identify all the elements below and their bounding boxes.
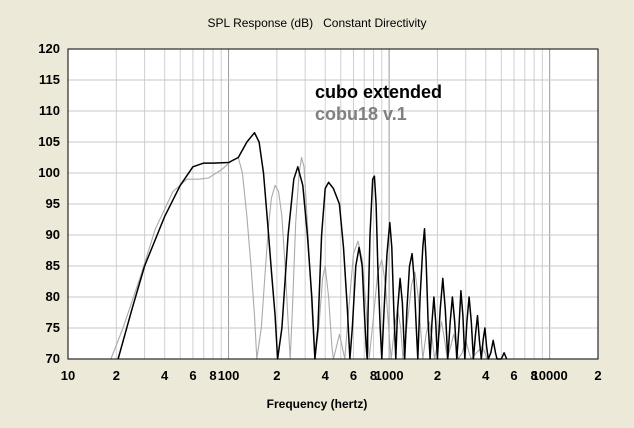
plot-frame [67, 48, 599, 360]
x-axis-label: Frequency (hertz) [266, 397, 368, 411]
legend-entry-cubo-extended: cubo extended [315, 82, 442, 102]
x-tick-label: 4 [322, 368, 330, 383]
y-tick-labels: 120 115 110 105 100 95 90 85 80 75 70 [38, 41, 60, 366]
x-tick-label: 6 [350, 368, 357, 383]
y-tick-label: 95 [46, 196, 60, 211]
x-tick-label: 2 [273, 368, 280, 383]
x-tick-label: 10000 [532, 368, 568, 383]
x-tick-label: 8 [530, 368, 537, 383]
series-line-cobu18-v-1 [110, 156, 489, 360]
y-tick-label: 110 [39, 103, 60, 118]
chart-title: SPL Response (dB) Constant Directivity [207, 16, 427, 30]
y-tick-label: 105 [38, 134, 60, 149]
legend-entry-cobu18: cobu18 v.1 [315, 104, 407, 124]
x-tick-label: 10 [61, 368, 75, 383]
horizontal-gridlines [68, 79, 598, 329]
y-tick-label: 90 [46, 227, 60, 242]
x-tick-label: 6 [189, 368, 196, 383]
x-tick-label: 4 [482, 368, 490, 383]
x-tick-label: 100 [218, 368, 240, 383]
x-tick-label: 4 [161, 368, 169, 383]
y-tick-label: 100 [38, 165, 60, 180]
y-tick-label: 80 [46, 289, 60, 304]
y-tick-label: 115 [39, 72, 60, 87]
series-line-cubo-extended [117, 131, 508, 360]
x-tick-label: 2 [113, 368, 120, 383]
x-tick-label: 8 [370, 368, 377, 383]
x-tick-label: 2 [594, 368, 601, 383]
x-tick-label: 8 [209, 368, 216, 383]
y-tick-label: 75 [46, 320, 60, 335]
y-tick-label: 70 [46, 351, 60, 366]
x-tick-label: 1000 [375, 368, 404, 383]
y-tick-label: 120 [38, 41, 60, 56]
series-layer [110, 131, 508, 360]
y-tick-label: 85 [46, 258, 60, 273]
x-tick-label: 2 [434, 368, 441, 383]
x-tick-label: 6 [510, 368, 517, 383]
